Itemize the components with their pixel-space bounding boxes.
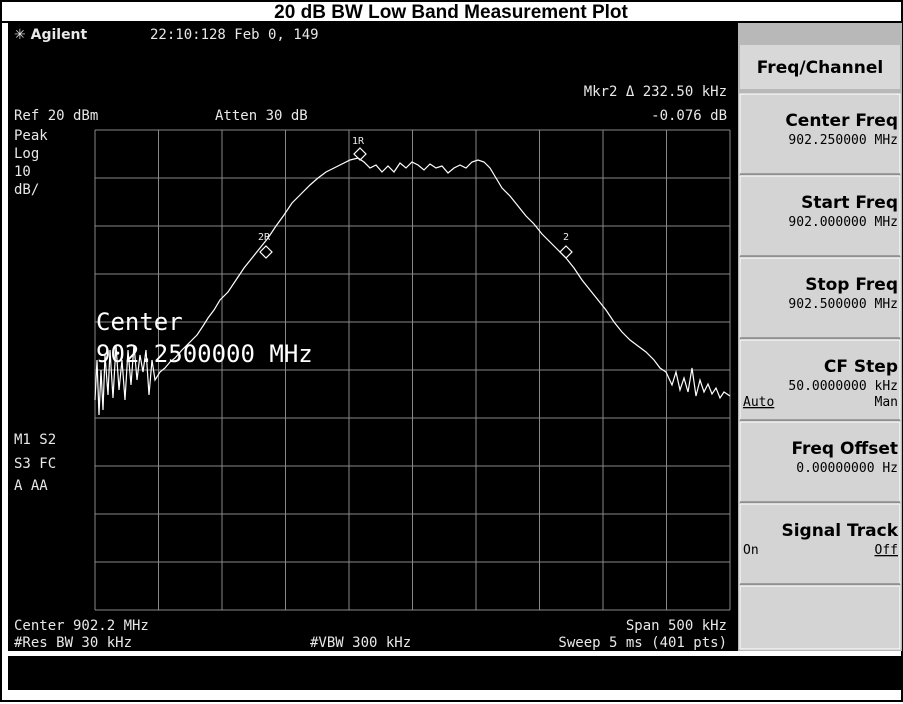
softkey-face[interactable]	[739, 257, 901, 339]
marker-label: 2	[563, 232, 569, 243]
softkey-option: Off	[875, 543, 898, 558]
scale-annotation: Log	[14, 146, 39, 162]
softkey-option: Auto	[743, 395, 774, 410]
footer-span: Span 500 kHz	[626, 618, 727, 634]
softkey-value: 902.250000 MHz	[788, 133, 898, 148]
status-bar	[8, 656, 901, 690]
scale-annotation: dB/	[14, 182, 39, 198]
footer-rbw: #Res BW 30 kHz	[14, 635, 132, 651]
ref-level: Ref 20 dBm	[14, 108, 98, 124]
footer-sweep: Sweep 5 ms (401 pts)	[558, 635, 727, 651]
softkey-label: CF Step	[824, 357, 898, 377]
softkey-value: 0.00000000 Hz	[796, 461, 898, 476]
softkey-title: Freq/Channel	[757, 58, 883, 78]
marker-label: 1R	[352, 136, 365, 147]
footer-center: Center 902.2 MHz	[14, 618, 149, 634]
softkey-value: 902.500000 MHz	[788, 297, 898, 312]
marker-label: 2R	[258, 232, 271, 243]
softkey-label: Signal Track	[781, 521, 898, 541]
marker-readout: Mkr2 Δ 232.50 kHz	[584, 84, 727, 100]
softkey-option: On	[743, 543, 759, 558]
softkey[interactable]: Center Freq 902.250000 MHz	[739, 93, 901, 175]
softkeys: Center Freq 902.250000 MHz Start Freq 902.0…	[739, 93, 901, 650]
softkey[interactable]: Stop Freq 902.500000 MHz	[739, 257, 901, 339]
brand: ✳ Agilent	[14, 27, 88, 43]
softkey-blank[interactable]	[739, 585, 901, 650]
softkey-label: Center Freq	[785, 111, 898, 131]
footer-vbw: #VBW 300 kHz	[310, 635, 411, 651]
softkey-option: Man	[875, 395, 898, 410]
scale-annotation: 10	[14, 164, 31, 180]
softkey[interactable]: Signal Track On Off	[739, 503, 901, 585]
softkey-value: 50.0000000 kHz	[788, 379, 898, 394]
scale-annotation: Peak	[14, 128, 48, 144]
attenuation: Atten 30 dB	[215, 108, 308, 124]
graticule	[94, 129, 731, 611]
softkey-face[interactable]	[739, 421, 901, 503]
brand-name: Agilent	[31, 27, 88, 43]
softkey-face[interactable]	[739, 339, 901, 421]
trace	[94, 157, 731, 416]
marker-diamonds	[259, 147, 573, 259]
softkey-label: Stop Freq	[805, 275, 898, 295]
overlay-text: Center	[96, 308, 183, 336]
marker-delta: -0.076 dB	[651, 108, 727, 124]
softkey[interactable]: Freq Offset 0.00000000 Hz	[739, 421, 901, 503]
softkey[interactable]: CF Step 50.0000000 kHz Auto Man	[739, 339, 901, 421]
softkey-title-box	[740, 45, 900, 89]
page-title: 20 dB BW Low Band Measurement Plot	[274, 2, 628, 23]
softkey[interactable]: Start Freq 902.000000 MHz	[739, 175, 901, 257]
status-annotation: M1 S2	[14, 432, 56, 448]
softkey-label: Start Freq	[801, 193, 898, 213]
screen	[8, 23, 738, 651]
softkey-label: Freq Offset	[791, 439, 898, 459]
status-annotation: A AA	[14, 478, 48, 494]
overlay-text: 902.2500000 MHz	[96, 340, 313, 368]
softkey-face[interactable]	[739, 93, 901, 175]
softkey-value: 902.000000 MHz	[788, 215, 898, 230]
datetime: 22:10:128 Feb 0, 149	[150, 27, 319, 43]
status-annotation: S3 FC	[14, 456, 56, 472]
